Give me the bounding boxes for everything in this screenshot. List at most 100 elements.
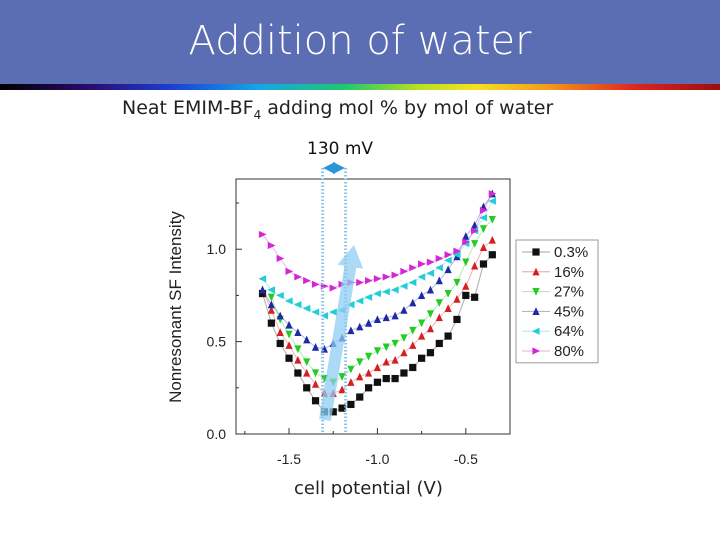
data-point bbox=[382, 313, 390, 322]
data-point bbox=[462, 258, 470, 267]
data-point bbox=[488, 197, 496, 205]
data-point bbox=[303, 384, 311, 392]
data-point bbox=[418, 319, 426, 328]
data-point bbox=[479, 260, 488, 268]
x-tick-label: -1.5 bbox=[277, 451, 301, 467]
data-point bbox=[409, 264, 417, 272]
data-point bbox=[400, 306, 408, 314]
rainbow-divider bbox=[0, 84, 720, 90]
series-16pct bbox=[258, 235, 496, 397]
data-point bbox=[418, 260, 426, 268]
subtitle-rest: adding mol % by mol of water bbox=[261, 97, 554, 119]
data-point bbox=[426, 258, 435, 266]
data-point bbox=[294, 328, 302, 336]
data-point bbox=[444, 304, 452, 312]
legend-label: 27% bbox=[554, 284, 584, 301]
data-point bbox=[408, 278, 417, 287]
series-layer bbox=[258, 189, 497, 416]
overlay-layer bbox=[319, 162, 364, 434]
data-point bbox=[426, 269, 435, 277]
x-axis-label: cell potential (V) bbox=[294, 478, 443, 499]
legend-label: 80% bbox=[554, 343, 584, 360]
data-point bbox=[391, 355, 399, 364]
data-point bbox=[400, 267, 409, 275]
legend-entry: 45% bbox=[522, 303, 584, 320]
y-tick-label: 1.0 bbox=[207, 241, 227, 257]
data-point bbox=[471, 221, 479, 229]
data-point bbox=[347, 326, 355, 335]
data-point bbox=[258, 285, 267, 294]
data-point bbox=[488, 251, 496, 259]
data-point bbox=[364, 319, 373, 327]
data-point bbox=[294, 369, 302, 377]
data-point bbox=[532, 347, 541, 355]
data-point bbox=[303, 358, 311, 367]
data-point bbox=[356, 393, 364, 401]
data-point bbox=[267, 306, 275, 314]
data-point bbox=[303, 335, 311, 344]
data-point bbox=[417, 273, 426, 281]
data-point bbox=[488, 216, 496, 224]
data-point bbox=[453, 295, 461, 303]
data-point bbox=[267, 241, 276, 250]
data-point bbox=[426, 285, 435, 294]
data-point bbox=[329, 308, 337, 316]
data-point bbox=[303, 277, 311, 285]
data-point bbox=[258, 230, 267, 239]
data-point bbox=[356, 322, 364, 331]
data-point bbox=[435, 339, 443, 348]
data-point bbox=[409, 341, 417, 349]
data-point bbox=[400, 348, 408, 357]
series-line bbox=[262, 193, 493, 350]
legend-label: 16% bbox=[554, 264, 584, 281]
data-point bbox=[338, 385, 346, 394]
legend-entry: 0.3% bbox=[522, 244, 588, 261]
data-point bbox=[462, 291, 470, 300]
data-point bbox=[294, 273, 302, 281]
data-point bbox=[329, 284, 338, 292]
data-point bbox=[435, 313, 443, 322]
data-point bbox=[391, 339, 399, 348]
data-point bbox=[418, 354, 426, 362]
data-point bbox=[311, 380, 320, 388]
data-point bbox=[276, 339, 284, 348]
data-point bbox=[364, 277, 373, 285]
data-point bbox=[285, 267, 294, 275]
data-point bbox=[347, 400, 355, 409]
data-point bbox=[311, 397, 320, 405]
y-tick-label: 0.0 bbox=[207, 426, 227, 442]
data-point bbox=[293, 301, 302, 309]
series-64pct bbox=[258, 197, 496, 320]
data-point bbox=[462, 232, 470, 240]
data-point bbox=[444, 265, 452, 274]
data-point bbox=[276, 311, 284, 320]
data-point bbox=[400, 334, 408, 343]
data-point bbox=[285, 330, 293, 339]
data-point bbox=[329, 408, 337, 416]
data-point bbox=[382, 288, 390, 296]
data-point bbox=[356, 358, 364, 367]
data-point bbox=[391, 311, 399, 320]
data-point bbox=[373, 289, 382, 298]
data-point bbox=[267, 300, 275, 309]
legend-label: 64% bbox=[554, 323, 584, 340]
data-point bbox=[426, 349, 435, 357]
data-point bbox=[435, 264, 443, 272]
data-point bbox=[435, 276, 443, 285]
data-point bbox=[294, 355, 302, 364]
data-point bbox=[462, 282, 470, 290]
data-point bbox=[356, 278, 364, 287]
data-point bbox=[409, 363, 417, 372]
y-axis-label: Nonresonant SF Intensity bbox=[166, 211, 185, 403]
legend-entry: 27% bbox=[522, 284, 584, 301]
data-point bbox=[347, 378, 355, 386]
data-point bbox=[400, 369, 408, 377]
data-point bbox=[364, 352, 373, 361]
subtitle-subscript: 4 bbox=[253, 107, 262, 122]
data-point bbox=[444, 256, 452, 264]
data-point bbox=[382, 273, 391, 281]
data-point bbox=[302, 304, 311, 312]
data-point bbox=[444, 251, 453, 259]
data-point bbox=[276, 328, 284, 336]
